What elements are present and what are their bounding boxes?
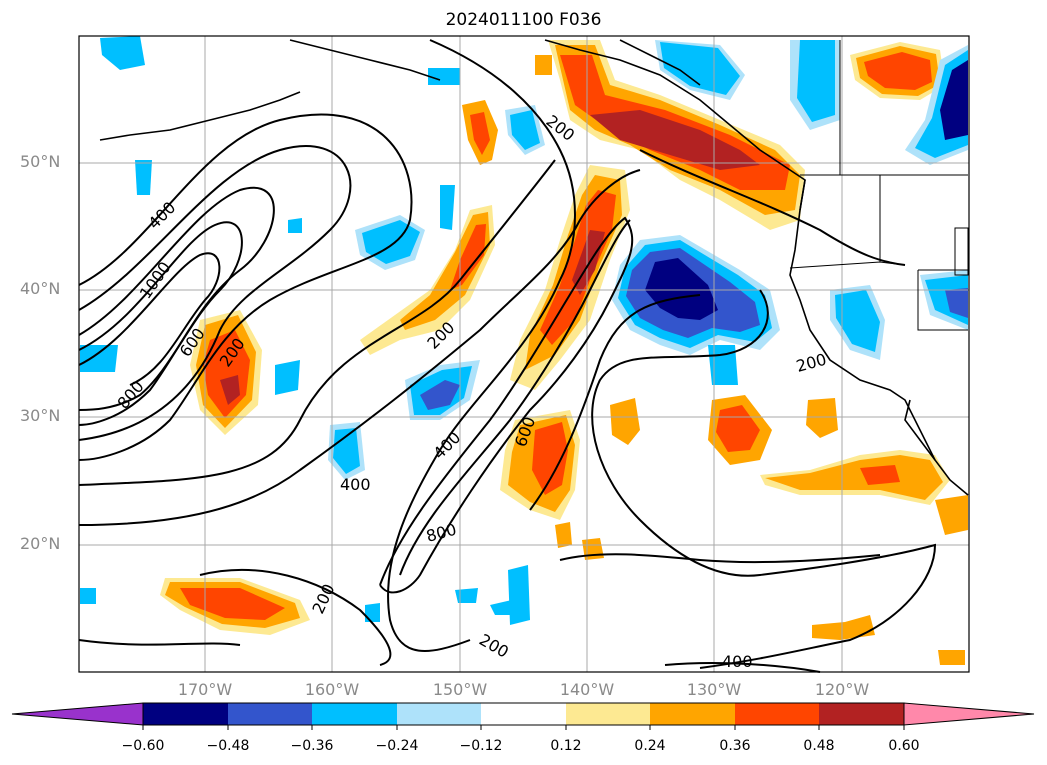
colorbar-high-extension: [903, 702, 1035, 726]
lat-label: 20°N: [20, 534, 61, 553]
colorbar-tick-label: −0.36: [290, 738, 334, 754]
colorbar-swatch: [397, 703, 481, 725]
lat-label: 50°N: [20, 152, 61, 171]
colorbar-swatch: [312, 703, 397, 725]
colorbar-swatch: [819, 703, 904, 725]
lat-label: 40°N: [20, 279, 61, 298]
colorbar-low-extension: [11, 702, 144, 726]
colorbar-tick-label: −0.12: [459, 738, 503, 754]
lon-label: 140°W: [559, 680, 615, 699]
coastlines: [99, 39, 969, 496]
colorbar-tick-label: −0.48: [206, 738, 250, 754]
colorbar-tick-label: 0.36: [719, 738, 751, 754]
colorbar-tick-label: 0.60: [888, 738, 920, 754]
colorbar-swatch: [481, 703, 566, 725]
lon-label: 120°W: [814, 680, 870, 699]
colorbar-tick-label: −0.60: [121, 738, 165, 754]
colorbar-tick-label: 0.24: [634, 738, 666, 754]
map-frame: [78, 35, 970, 673]
shaded-regions: [80, 36, 968, 665]
gridlines: [79, 36, 969, 672]
colorbar-tick-label: −0.24: [375, 738, 419, 754]
colorbar-swatch: [650, 703, 735, 725]
lon-label: 150°W: [432, 680, 488, 699]
colorbar-swatch: [228, 703, 312, 725]
colorbar-swatch: [566, 703, 650, 725]
map-title: 2024011100 F036: [445, 10, 602, 30]
colorbar-swatch: [143, 703, 228, 725]
colorbar-swatch: [735, 703, 819, 725]
lon-label: 130°W: [686, 680, 742, 699]
contour-lines: [78, 39, 937, 673]
colorbar-tick-label: 0.12: [550, 738, 582, 754]
colorbar-frame: [142, 702, 905, 726]
contour-label: 400: [722, 652, 753, 671]
lat-label: 30°N: [20, 406, 61, 425]
lon-label: 160°W: [304, 680, 360, 699]
contour-label: 400: [340, 475, 371, 494]
borders: [789, 40, 969, 331]
colorbar: [11, 702, 1035, 730]
colorbar-tick-label: 0.48: [803, 738, 835, 754]
lon-label: 170°W: [177, 680, 233, 699]
